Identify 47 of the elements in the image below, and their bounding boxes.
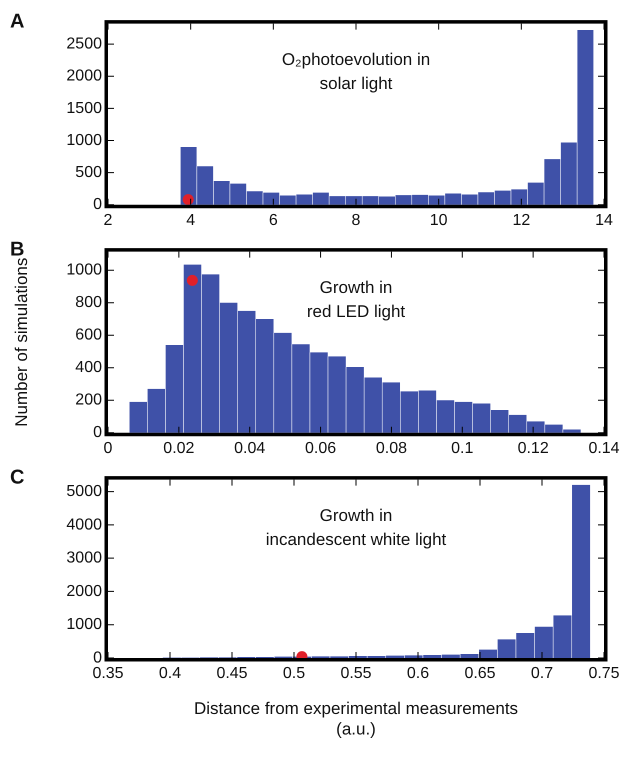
y-tick-label: 2000 xyxy=(66,68,102,85)
x-tick-label: 0.1 xyxy=(451,440,474,457)
x-tick-label: 2 xyxy=(104,212,113,229)
x-axis-title: Distance from experimental measurements (a.u.) xyxy=(194,699,518,738)
x-tick-label: 0.12 xyxy=(518,440,549,457)
y-tick-label: 1500 xyxy=(66,100,102,117)
x-tick-label: 0.55 xyxy=(340,665,372,682)
y-tick-label: 0 xyxy=(93,424,102,442)
x-tick-label: 0.06 xyxy=(305,440,336,457)
x-tick-label: 8 xyxy=(352,212,361,229)
x-tick-label: 4 xyxy=(186,212,196,229)
text: Growth in red LED light xyxy=(306,278,406,321)
y-tick-label: 500 xyxy=(75,164,102,182)
x-tick-label: 0.02 xyxy=(163,440,195,457)
y-tick-label: 1000 xyxy=(66,262,102,279)
x-tick-label: 0.4 xyxy=(158,665,182,682)
x-tick-label: 0.5 xyxy=(282,665,306,682)
x-tick-label: 14 xyxy=(595,212,613,229)
x-tick-label: 0.75 xyxy=(588,665,620,682)
y-tick-label: 5000 xyxy=(66,482,102,500)
x-tick-label: 0.14 xyxy=(588,440,620,457)
y-tick-label: 400 xyxy=(75,359,102,376)
y-tick-label: 1000 xyxy=(66,616,102,634)
text: A xyxy=(10,10,24,33)
y-tick-label: 0 xyxy=(93,649,102,666)
y-tick-label: 4000 xyxy=(66,516,102,534)
y-tick-label: 800 xyxy=(75,294,102,312)
x-tick-label: 6 xyxy=(268,212,278,229)
y-tick-label: 2500 xyxy=(66,36,102,53)
y-tick-label: 3000 xyxy=(66,550,102,567)
text: C xyxy=(10,466,24,489)
y-tick-label: 600 xyxy=(75,326,102,344)
y-tick-label: 0 xyxy=(93,196,102,214)
text: O₂photoevolution in solar light xyxy=(282,50,430,93)
x-tick-label: 12 xyxy=(512,212,530,229)
x-tick-label: 0.45 xyxy=(216,665,248,682)
x-tick-label: 0.65 xyxy=(464,665,496,682)
text: Growth in incandescent white light xyxy=(266,506,447,549)
y-tick-label: 1000 xyxy=(66,132,102,149)
x-tick-label: 0.6 xyxy=(406,665,430,682)
x-tick-label: 0.7 xyxy=(530,665,554,682)
x-tick-label: 10 xyxy=(430,212,448,229)
x-tick-label: 0.04 xyxy=(234,440,266,457)
y-tick-label: 2000 xyxy=(66,582,102,600)
y-tick-label: 200 xyxy=(75,392,102,409)
x-tick-label: 0.35 xyxy=(92,665,124,682)
x-tick-label: 0.08 xyxy=(376,440,408,457)
